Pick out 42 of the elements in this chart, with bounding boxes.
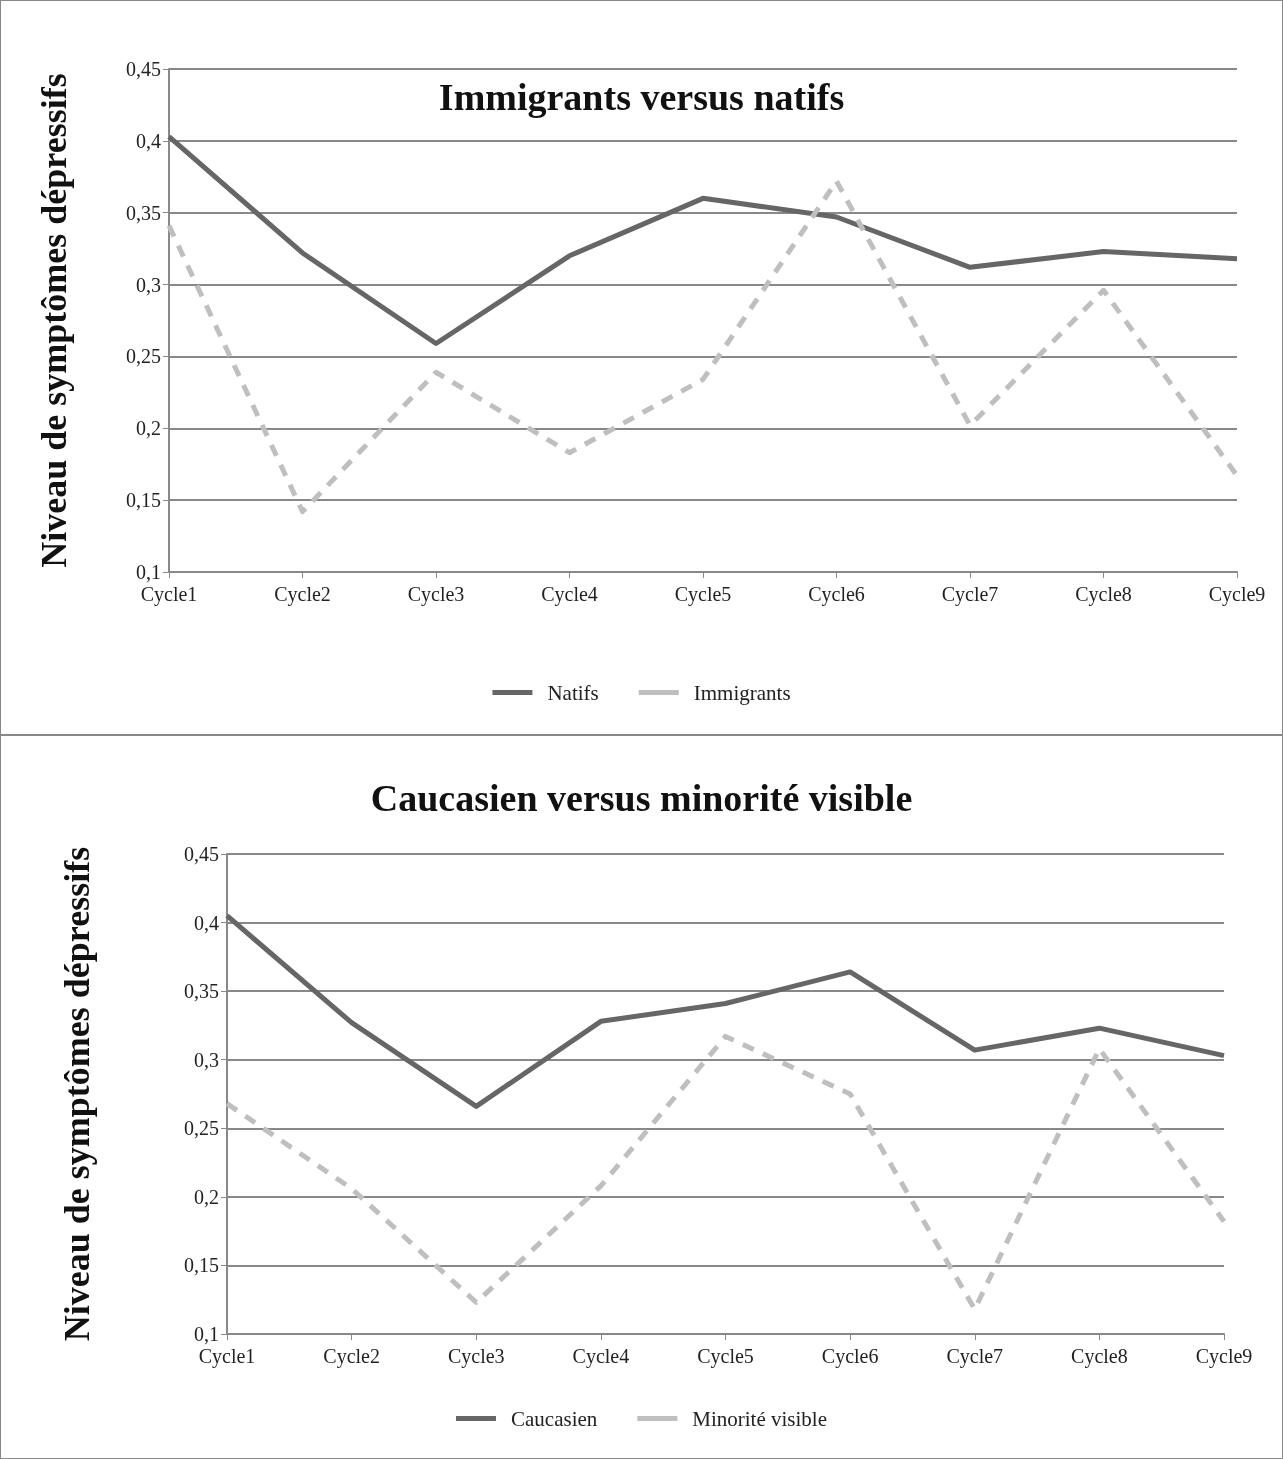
x-tick-label: Cycle9 xyxy=(1195,1345,1253,1368)
y-axis-title: Niveau de symptômes dépressifs xyxy=(57,846,97,1342)
x-tick-label: Cycle5 xyxy=(697,1345,754,1368)
y-tick-label: 0,15 xyxy=(126,489,161,512)
y-tick-label: 0,3 xyxy=(136,273,161,296)
y-tick-label: 0,45 xyxy=(126,58,161,80)
x-tick-label: Cycle6 xyxy=(821,1345,879,1368)
x-tick-label: Cycle7 xyxy=(941,583,999,606)
x-tick-label: Cycle8 xyxy=(1075,583,1132,606)
y-tick-label: 0,35 xyxy=(184,980,219,1003)
x-tick-label: Cycle4 xyxy=(572,1345,630,1368)
legend-label: Minorité visible xyxy=(692,1406,828,1431)
legend-label: Natifs xyxy=(547,680,599,705)
y-tick-label: 0,4 xyxy=(194,911,219,934)
x-tick-label: Cycle7 xyxy=(946,1345,1004,1368)
chart-title: Immigrants versus natifs xyxy=(438,76,845,118)
y-tick-label: 0,25 xyxy=(126,345,161,368)
y-tick-label: 0,1 xyxy=(194,1323,219,1345)
x-tick-label: Cycle9 xyxy=(1208,583,1266,606)
y-tick-label: 0,2 xyxy=(194,1185,219,1208)
y-tick-label: 0,45 xyxy=(184,843,219,865)
y-tick-label: 0,25 xyxy=(184,1117,219,1140)
y-tick-label: 0,3 xyxy=(194,1048,219,1071)
x-tick-label: Cycle2 xyxy=(323,1345,380,1368)
y-tick-label: 0,1 xyxy=(136,561,161,583)
x-tick-label: Cycle1 xyxy=(198,1345,256,1368)
x-tick-label: Cycle3 xyxy=(447,1345,505,1368)
legend-label: Immigrants xyxy=(693,680,791,705)
y-tick-label: 0,4 xyxy=(136,129,161,152)
x-tick-label: Cycle6 xyxy=(808,583,865,606)
x-tick-label: Cycle2 xyxy=(274,583,331,606)
x-tick-label: Cycle5 xyxy=(674,583,732,606)
y-axis-title: Niveau de symptômes dépressifs xyxy=(34,73,74,568)
y-tick-label: 0,35 xyxy=(126,201,161,224)
chart-title: Caucasien versus minorité visible xyxy=(370,777,913,819)
y-tick-label: 0,2 xyxy=(136,417,161,440)
x-tick-label: Cycle8 xyxy=(1071,1345,1128,1368)
x-tick-label: Cycle4 xyxy=(541,583,598,606)
x-tick-label: Cycle1 xyxy=(140,583,198,606)
x-tick-label: Cycle3 xyxy=(407,583,465,606)
y-tick-label: 0,15 xyxy=(184,1254,219,1277)
legend-label: Caucasien xyxy=(510,1406,598,1431)
